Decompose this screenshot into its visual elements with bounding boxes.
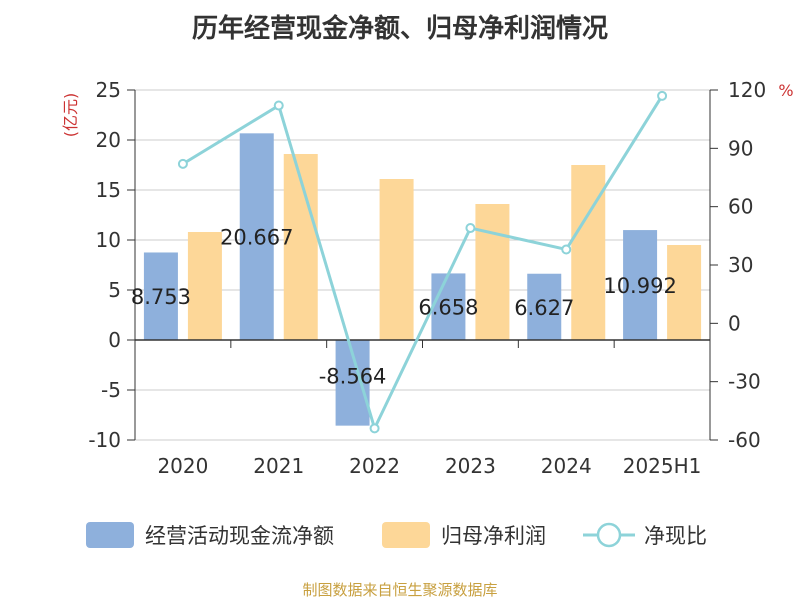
legend-label-netprofit: 归母净利润 <box>441 524 546 548</box>
left-tick-label: -10 <box>88 428 121 452</box>
left-tick-label: 5 <box>108 278 121 302</box>
ratio-point <box>273 100 284 111</box>
ratio-point <box>369 423 380 434</box>
cashflow-data-label: 6.658 <box>418 296 478 320</box>
category-label: 2021 <box>253 454 304 478</box>
category-label: 2020 <box>157 454 208 478</box>
right-tick-label: 120 <box>728 78 766 102</box>
bar-cashflow <box>527 273 562 340</box>
left-tick-label: 25 <box>96 78 121 102</box>
bar-cashflow <box>143 252 178 340</box>
chart-title: 历年经营现金净额、归母净利润情况 <box>191 14 608 44</box>
bar-cashflow <box>239 133 274 340</box>
legend-label-ratio: 净现比 <box>644 524 707 548</box>
right-axis-unit: % <box>778 81 793 100</box>
left-tick-label: -5 <box>101 378 121 402</box>
right-tick-label: -60 <box>728 428 761 452</box>
axes: -10 -5 0 5 10 15 20 25 -60 -30 0 30 60 90 120 (亿元)% 2020… <box>61 78 794 478</box>
right-tick-label: 90 <box>728 136 753 160</box>
ratio-point <box>657 90 668 101</box>
cashflow-data-label: 10.992 <box>603 274 676 298</box>
source-note: 制图数据来自恒生聚源数据库 <box>302 581 498 599</box>
ratio-line <box>177 90 668 434</box>
category-label: 2025H1 <box>623 454 702 478</box>
bar-netprofit <box>667 245 702 340</box>
bar-netprofit <box>187 232 222 340</box>
ratio-point <box>465 223 476 234</box>
left-tick-label: 20 <box>96 128 121 152</box>
category-label: 2022 <box>349 454 400 478</box>
left-tick-label: 15 <box>96 178 121 202</box>
left-tick-label: 10 <box>96 228 121 252</box>
right-tick-label: 60 <box>728 195 753 219</box>
bars <box>143 133 702 426</box>
category-label: 2024 <box>541 454 592 478</box>
data-labels: 8.753 20.667 -8.564 6.658 6.627 10.992 <box>131 226 677 389</box>
left-tick-label: 0 <box>108 328 121 352</box>
right-tick-label: 0 <box>728 311 741 335</box>
ratio-point <box>561 244 572 255</box>
legend-swatch-cashflow <box>86 522 134 548</box>
bar-netprofit <box>379 179 414 340</box>
bar-netprofit <box>283 154 318 340</box>
ratio-line-path <box>182 95 664 433</box>
legend-label-cashflow: 经营活动现金流净额 <box>145 524 334 548</box>
cashflow-data-label: -8.564 <box>319 365 387 389</box>
bar-netprofit <box>571 165 606 340</box>
category-label: 2023 <box>445 454 496 478</box>
legend-swatch-netprofit <box>382 522 430 548</box>
cashflow-data-label: 20.667 <box>220 226 293 250</box>
cashflow-data-label: 6.627 <box>514 296 574 320</box>
legend-marker-ratio <box>596 522 622 548</box>
bar-cashflow <box>623 230 658 340</box>
cashflow-data-label: 8.753 <box>131 285 191 309</box>
legend: 经营活动现金流净额 归母净利润 净现比 <box>86 522 707 548</box>
bar-cashflow <box>431 273 466 340</box>
ratio-point <box>177 158 188 169</box>
bar-netprofit <box>475 204 510 340</box>
left-axis-unit: (亿元) <box>61 93 80 138</box>
right-tick-label: -30 <box>728 370 761 394</box>
right-tick-label: 30 <box>728 253 753 277</box>
